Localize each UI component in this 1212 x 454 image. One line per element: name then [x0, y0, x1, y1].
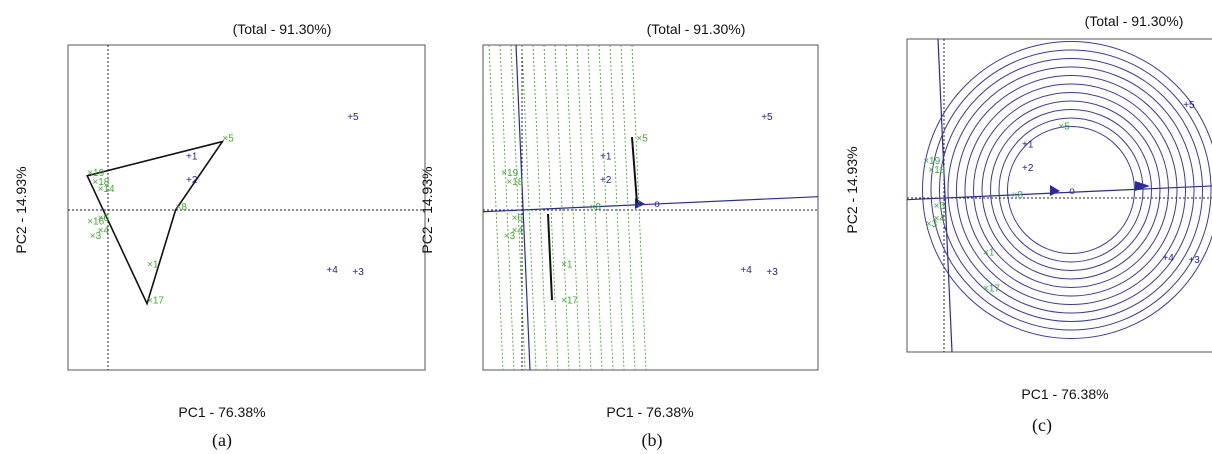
- panel-b-projection-guide: [521, 45, 537, 370]
- panel-b-tester-point: ×17: [561, 296, 578, 307]
- panel-c-distance-ring: [939, 58, 1203, 322]
- panel-a-caption: (a): [212, 430, 232, 451]
- panel-a-entry-point: +3: [352, 267, 364, 278]
- panel-b-entry-point: +1: [600, 152, 612, 163]
- panel-a-tester-point: ×8: [176, 202, 188, 213]
- panel-b-projection-guide: [609, 45, 625, 370]
- panel-c-distance-ring: [981, 100, 1161, 280]
- panel-c-distance-ring: [1007, 126, 1135, 254]
- panel-a-xlabel: PC1 - 76.38%: [178, 404, 265, 420]
- panel-c-title: (Total - 91.30%): [1085, 13, 1184, 29]
- panel-c-distance-ring: [998, 117, 1144, 263]
- panel-c-tester-point: ×6: [934, 201, 946, 212]
- panel-b-tester-point: ×3: [504, 231, 516, 242]
- panel-c-distance-ring: [922, 41, 1212, 339]
- panel-a-tester-point: ×4: [98, 225, 110, 236]
- panel-a-entry-point: +1: [186, 152, 198, 163]
- panel-c-plot: o +1 +2 +3 +4 +5 ×5 ×8 ×1 ×17 ×19×18 ×6×4×3: [907, 39, 1212, 352]
- panel-a-entry-point: +2: [186, 175, 198, 186]
- panel-c-entry-point: +4: [1162, 253, 1174, 264]
- panel-b-tester-point: ×4: [512, 225, 524, 236]
- panel-b-entry-point: +2: [600, 175, 612, 186]
- panel-a-tester-point: ×16: [87, 216, 104, 227]
- panel-b-tester-point: ×5: [636, 134, 648, 145]
- panel-c-aec-arrowhead: [1050, 185, 1060, 196]
- panel-c-tester-point: ×8: [1012, 190, 1024, 201]
- panel-b-title: (Total - 91.30%): [647, 21, 746, 37]
- panel-b-aec-perpendicular: [515, 45, 531, 370]
- panel-b-tester-point: ×6: [512, 213, 524, 224]
- panel-b-projection-guide: [620, 45, 636, 370]
- panel-a-tester-point: ×6: [98, 213, 110, 224]
- panel-b-tester-point: ×18: [506, 177, 523, 188]
- panel-c-distance-ring: [930, 49, 1212, 331]
- panel-c-distance-ring: [990, 109, 1152, 271]
- panel-a-entry-point: +4: [326, 265, 338, 276]
- panel-b-plot: o +1 +2 +3 +4 +5 ×5 ×8 ×1 ×17 ×19×18 ×6×4×3: [483, 45, 818, 370]
- panel-c-tester-point: ×1: [983, 248, 995, 259]
- panel-a: (Total - 91.30%) PC1 - 76.38% PC2 - 14.9…: [13, 21, 426, 451]
- panel-a-tester-point: ×18: [92, 177, 109, 188]
- panel-c: (Total - 91.30%) PC1 - 76.38% PC2 - 14.9…: [844, 13, 1212, 436]
- panel-b-projection-guide: [488, 45, 504, 370]
- panel-c-tester-point: ×4: [934, 213, 946, 224]
- panel-b-entry-point: +3: [766, 267, 778, 278]
- panel-b-projection-guide: [499, 45, 515, 370]
- panel-a-tester-point: ×3: [90, 231, 102, 242]
- panel-b-aec-axis: [483, 196, 818, 213]
- panel-c-entry-point: +2: [1022, 163, 1034, 174]
- panel-c-tester-point: ×19: [923, 156, 940, 167]
- panel-b-caption: (b): [642, 430, 663, 451]
- panel-c-entry-point: +3: [1188, 255, 1200, 266]
- panel-a-plot: +1 +2 +3 +4 +5 ×5 ×8 ×1 ×17 ×19×18×14 ×6×16×4×3: [68, 45, 425, 370]
- panel-c-xlabel: PC1 - 76.38%: [1021, 386, 1108, 402]
- panel-b-projection-guide: [598, 45, 614, 370]
- panel-c-tester-point: ×18: [928, 165, 945, 176]
- panel-b-projection-guide: [532, 45, 548, 370]
- panel-c-plot-frame: [906, 38, 1212, 353]
- panel-c-tester-point: ×3: [926, 219, 938, 230]
- panel-c-decorations: o: [907, 39, 1212, 352]
- panel-c-aec-perpendicular: [937, 39, 953, 352]
- panel-c-distance-ring: [973, 92, 1169, 288]
- panel-a-entry-point: +5: [347, 112, 359, 123]
- panel-b-projection-segment: [631, 136, 638, 204]
- panel-b: (Total - 91.30%) PC1 - 76.38% PC2 - 14.9…: [419, 21, 819, 451]
- panel-b-ideal-marker: o: [654, 199, 660, 210]
- panel-b-projection-guide: [631, 45, 647, 370]
- panel-a-tester-point: ×14: [98, 184, 115, 195]
- panel-c-distance-ring: [964, 83, 1178, 297]
- panel-c-tester-point: ×5: [1058, 122, 1070, 133]
- panel-c-distance-ring: [947, 66, 1195, 314]
- panel-c-caption: (c): [1032, 415, 1052, 436]
- panel-b-entry-point: +4: [740, 265, 752, 276]
- panel-c-aec-axis: [907, 185, 1212, 201]
- panel-b-entry-point: +5: [761, 112, 773, 123]
- panel-a-polygon: [86, 140, 225, 306]
- panel-a-plot-frame: [67, 44, 426, 371]
- panel-b-xlabel: PC1 - 76.38%: [606, 404, 693, 420]
- panel-b-projection-guide: [543, 45, 559, 370]
- panel-a-title: (Total - 91.30%): [233, 21, 332, 37]
- panel-b-tester-point: ×8: [590, 202, 602, 213]
- panel-b-plot-frame: [482, 44, 819, 371]
- panel-a-tester-point: ×5: [222, 134, 234, 145]
- panel-c-entry-point: +1: [1022, 140, 1034, 151]
- panel-a-tester-point: ×19: [87, 168, 104, 179]
- panel-a-tester-point: ×17: [147, 296, 164, 307]
- panel-c-ideal-marker: o: [1069, 186, 1075, 197]
- panel-c-distance-ring: [956, 75, 1186, 305]
- panel-b-tester-point: ×19: [501, 168, 518, 179]
- panel-c-tester-point: ×17: [983, 284, 1000, 295]
- panel-c-entry-point: +5: [1183, 100, 1195, 111]
- panel-b-ylabel: PC2 - 14.93%: [419, 166, 435, 253]
- panel-b-decorations: o: [483, 45, 818, 370]
- panel-c-ylabel: PC2 - 14.93%: [844, 146, 860, 233]
- panel-b-projection-segment: [547, 213, 553, 301]
- panel-a-ylabel: PC2 - 14.93%: [13, 166, 29, 253]
- panel-a-tester-point: ×1: [147, 260, 159, 271]
- panel-a-decorations: [68, 45, 425, 370]
- panel-b-tester-point: ×1: [561, 260, 573, 271]
